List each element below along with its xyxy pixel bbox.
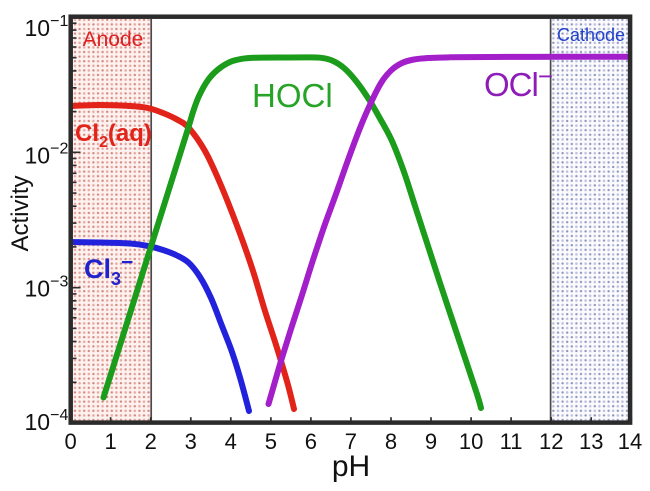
svg-text:10−3: 10−3 [25,274,69,302]
svg-text:Cathode: Cathode [557,25,625,45]
svg-text:10−1: 10−1 [25,13,69,41]
svg-text:Activity: Activity [7,175,34,251]
svg-text:OCl−: OCl− [484,61,552,103]
svg-text:8: 8 [385,429,397,454]
svg-text:14: 14 [618,429,642,454]
svg-text:4: 4 [225,429,237,454]
svg-text:Anode: Anode [83,28,144,51]
svg-text:2: 2 [145,429,157,454]
svg-text:3: 3 [185,429,197,454]
svg-text:Cl3−: Cl3− [84,251,133,289]
svg-text:10: 10 [459,429,483,454]
svg-text:pH: pH [332,450,370,483]
svg-text:9: 9 [425,429,437,454]
svg-text:12: 12 [539,429,563,454]
svg-text:Cl2(aq): Cl2(aq) [75,120,152,151]
svg-text:HOCl: HOCl [252,77,333,114]
svg-text:5: 5 [265,429,277,454]
svg-text:7: 7 [345,429,357,454]
svg-text:11: 11 [500,429,523,454]
svg-text:10−2: 10−2 [25,141,69,169]
svg-text:10−4: 10−4 [25,407,69,435]
svg-text:0: 0 [64,429,76,454]
svg-text:13: 13 [579,429,603,454]
svg-text:1: 1 [104,429,116,454]
svg-text:6: 6 [305,429,317,454]
